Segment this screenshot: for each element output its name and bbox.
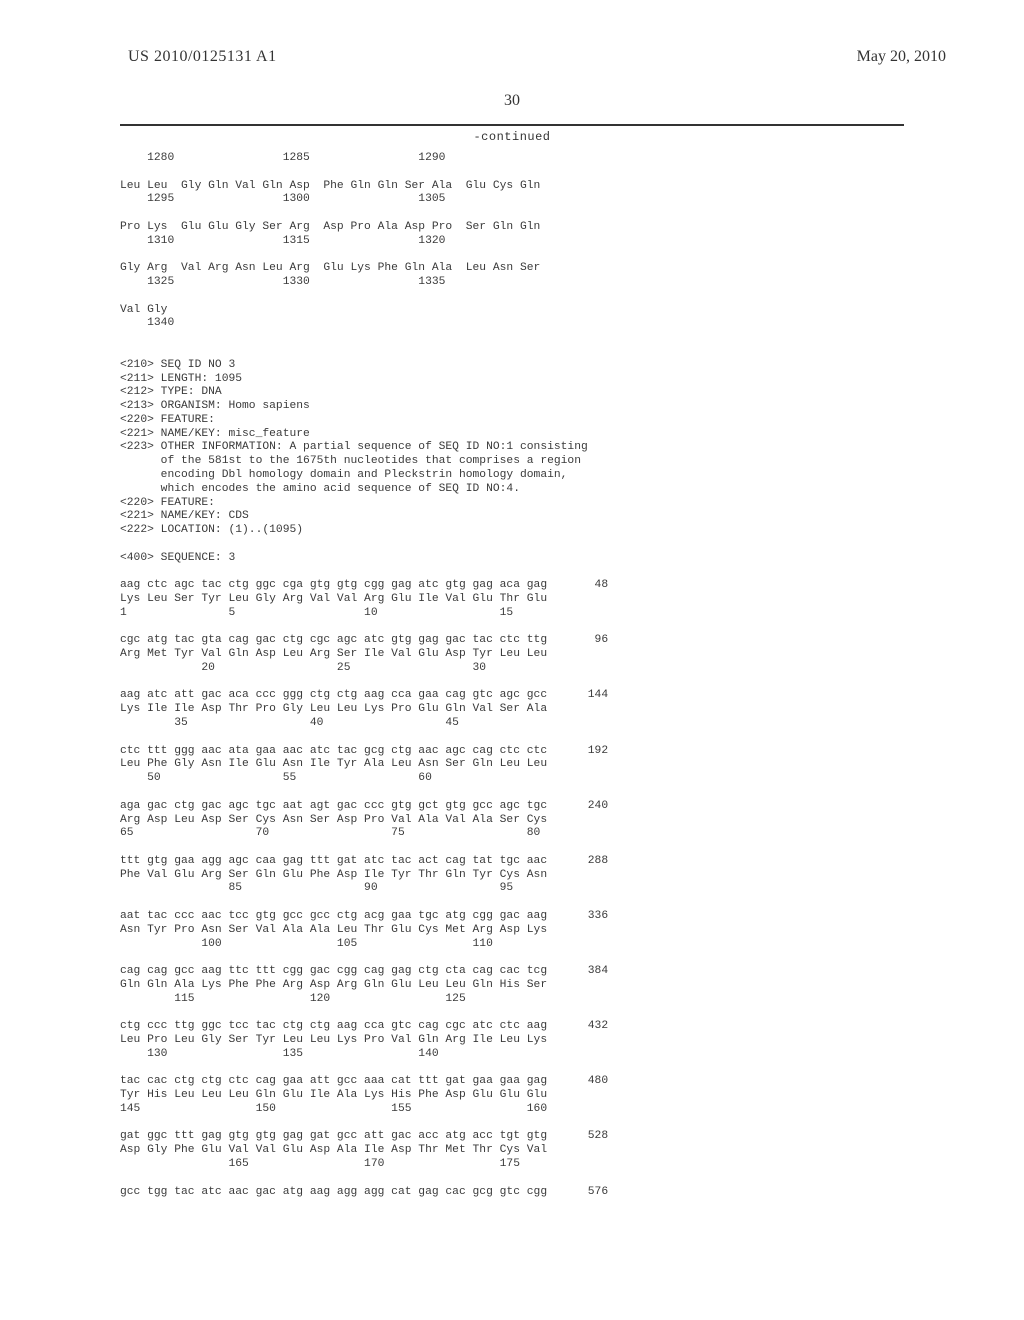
top-rule [120, 124, 904, 126]
continued-label: -continued [120, 130, 904, 144]
publication-date: May 20, 2010 [857, 48, 946, 66]
page-number: 30 [0, 92, 1024, 110]
publication-number: US 2010/0125131 A1 [128, 48, 277, 66]
sequence-listing: 1280 1285 1290 Leu Leu Gly Gln Val Gln A… [120, 152, 904, 1199]
